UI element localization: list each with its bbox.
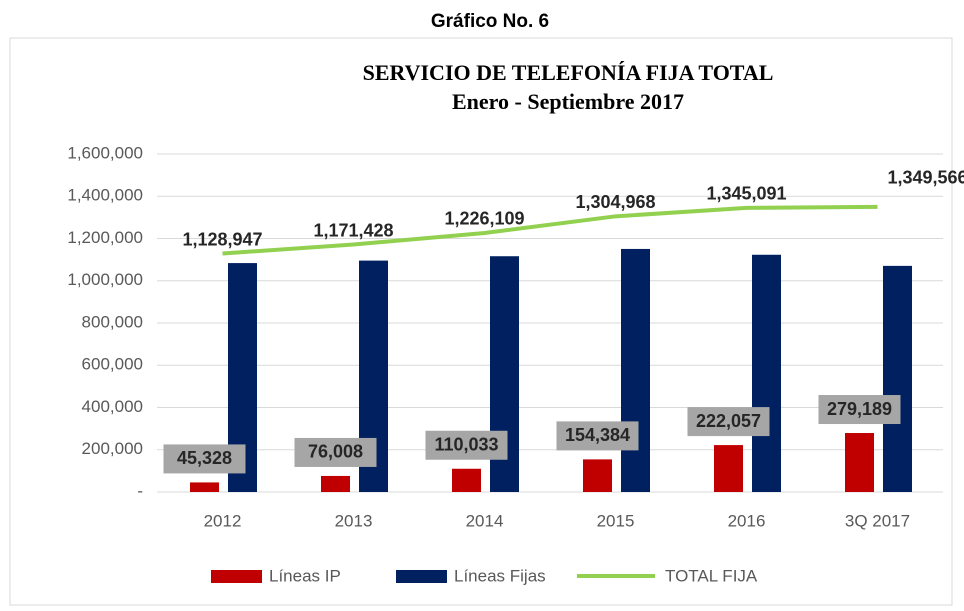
x-tick-label: 2014 — [466, 511, 504, 530]
data-label-box — [163, 444, 246, 474]
y-tick-label: 400,000 — [82, 397, 143, 416]
data-label: 1,349,566 — [887, 168, 964, 188]
data-label: 1,226,109 — [444, 209, 524, 229]
legend-swatch — [211, 570, 262, 583]
data-label: 279,189 — [827, 399, 892, 419]
y-tick-label: 200,000 — [82, 439, 143, 458]
bar — [845, 433, 874, 492]
y-tick-label: 800,000 — [82, 312, 143, 331]
data-label: 45,328 — [177, 448, 232, 468]
data-label: 1,128,947 — [182, 229, 262, 249]
bar — [714, 445, 743, 492]
data-label: 1,345,091 — [706, 184, 786, 204]
bar — [452, 468, 481, 492]
legend-label: Líneas Fijas — [454, 566, 546, 585]
data-label: 1,171,428 — [313, 220, 393, 240]
data-label-box — [294, 437, 377, 467]
bar — [883, 265, 912, 492]
bar — [321, 475, 350, 492]
y-tick-label: 1,600,000 — [67, 143, 143, 162]
x-tick-label: 2012 — [204, 511, 242, 530]
y-tick-label: - — [137, 481, 143, 500]
legend-label: Líneas IP — [269, 566, 341, 585]
legend-swatch — [396, 570, 447, 583]
y-tick-label: 600,000 — [82, 355, 143, 374]
legend-label: TOTAL FIJA — [665, 566, 758, 585]
x-tick-label: 3Q 2017 — [845, 511, 910, 530]
x-tick-label: 2013 — [335, 511, 373, 530]
data-label: 222,057 — [696, 411, 761, 431]
chart-border — [9, 37, 953, 606]
y-tick-label: 1,400,000 — [67, 186, 143, 205]
data-label: 76,008 — [308, 442, 363, 462]
data-label-box — [818, 395, 901, 425]
y-tick-label: 1,000,000 — [67, 270, 143, 289]
chart-title: SERVICIO DE TELEFONÍA FIJA TOTAL — [363, 60, 774, 85]
chart-subtitle: Enero - Septiembre 2017 — [452, 89, 684, 114]
bar — [752, 254, 781, 492]
y-tick-label: 1,200,000 — [67, 228, 143, 247]
bar — [190, 482, 219, 492]
page-title: Gráfico No. 6 — [431, 11, 549, 32]
data-label-box — [556, 421, 639, 451]
data-label-box — [687, 407, 770, 437]
x-tick-label: 2016 — [728, 511, 766, 530]
data-label-box — [425, 430, 508, 460]
bar — [583, 459, 612, 492]
bar — [621, 248, 650, 492]
data-label: 1,304,968 — [575, 192, 655, 212]
x-tick-label: 2015 — [597, 511, 635, 530]
data-label: 154,384 — [565, 425, 630, 445]
line — [222, 204, 878, 256]
data-label: 110,033 — [434, 435, 498, 455]
